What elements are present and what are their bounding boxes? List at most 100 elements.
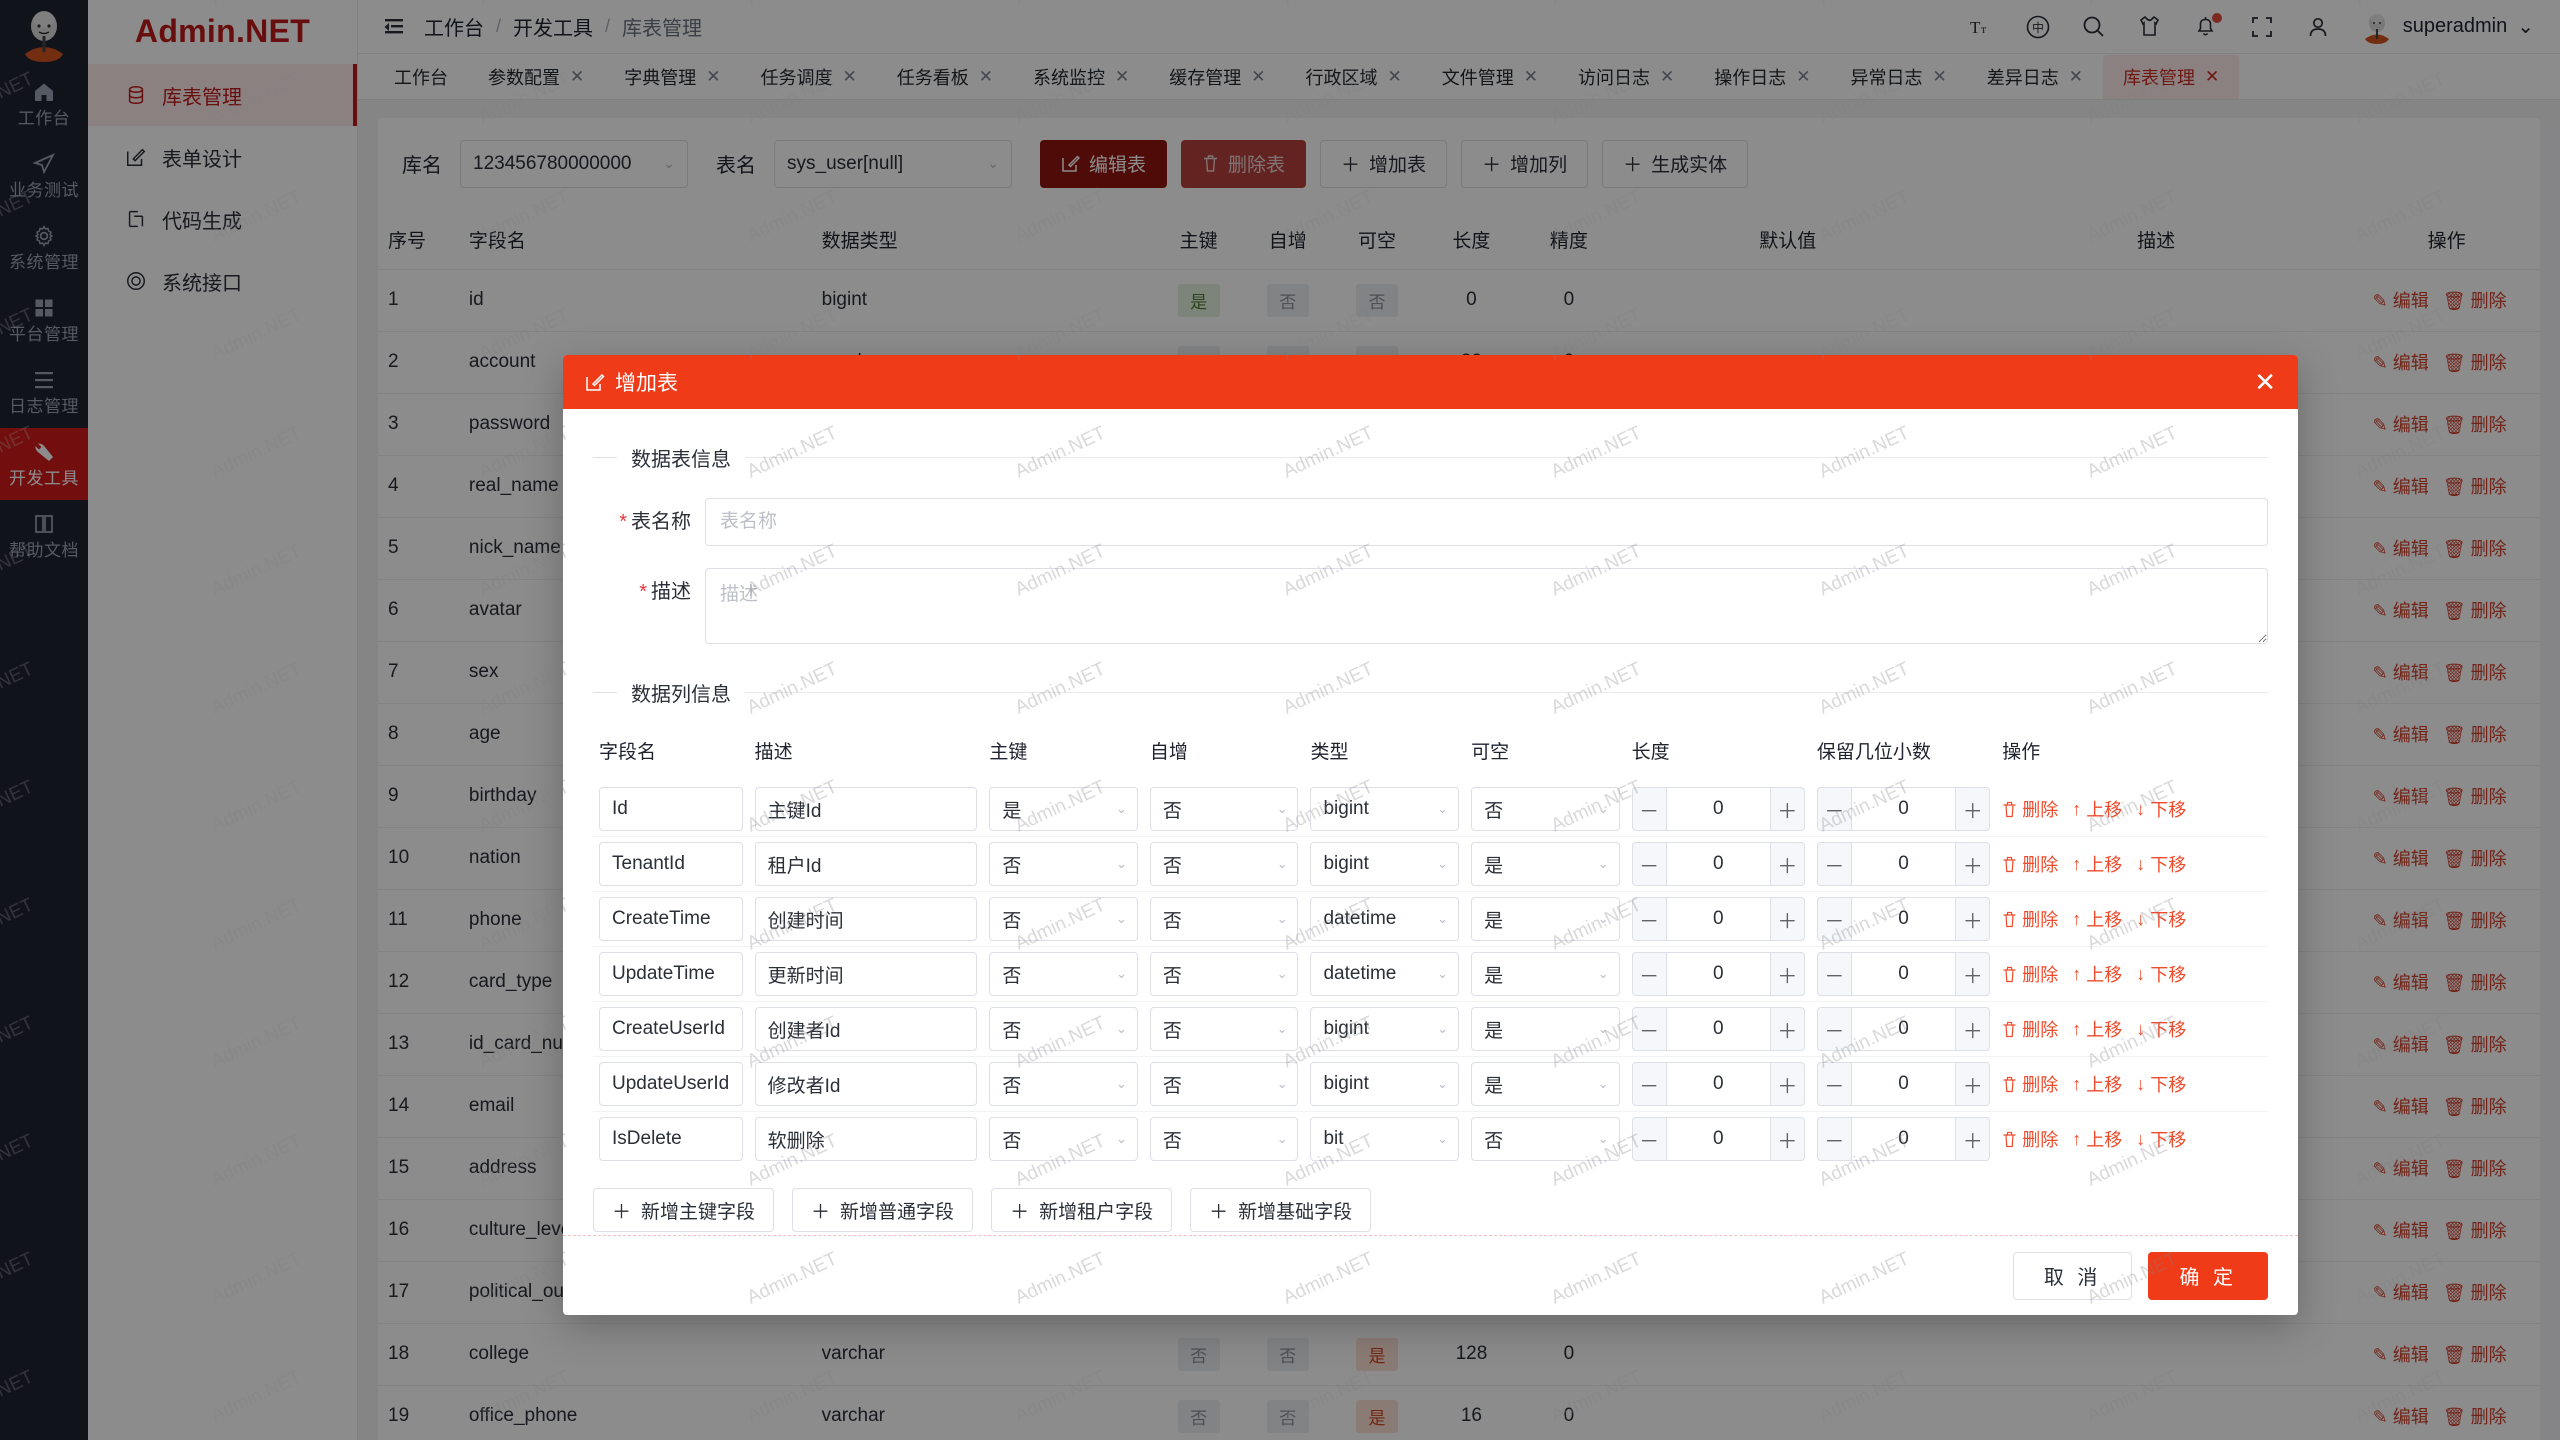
length-decrement-button[interactable]: －: [1631, 952, 1666, 996]
field-name-input[interactable]: [599, 1062, 743, 1106]
row-edit-button[interactable]: ✎ 编辑: [2372, 353, 2429, 374]
nullable-select[interactable]: 是 ⌄: [1471, 842, 1620, 886]
rail-item-2[interactable]: 业务测试: [0, 140, 88, 212]
length-decrement-button[interactable]: －: [1631, 897, 1666, 941]
breadcrumb-item-1[interactable]: 工作台: [424, 18, 484, 41]
length-increment-button[interactable]: ＋: [1770, 787, 1805, 831]
row-delete-button[interactable]: 删除: [2002, 1071, 2058, 1097]
rail-item-5[interactable]: 日志管理: [0, 356, 88, 428]
add-field-button-4[interactable]: ＋ 新增基础字段: [1190, 1188, 1372, 1232]
length-increment-button[interactable]: ＋: [1770, 1062, 1805, 1106]
row-delete-button[interactable]: 🗑 删除: [2442, 1221, 2507, 1242]
tab-8[interactable]: 行政区域 ✕: [1286, 55, 1422, 99]
row-delete-button[interactable]: 删除: [2002, 906, 2058, 932]
data-type-select[interactable]: datetime ⌄: [1310, 952, 1460, 996]
row-edit-button[interactable]: ✎ 编辑: [2372, 973, 2429, 994]
tab-7[interactable]: 缓存管理 ✕: [1149, 55, 1285, 99]
row-move-down-button[interactable]: ↓ 下移: [2136, 798, 2187, 821]
breadcrumb-item-2[interactable]: 开发工具: [513, 18, 594, 41]
field-name-input[interactable]: [599, 842, 743, 886]
scale-value[interactable]: 0: [1850, 1062, 1957, 1106]
length-increment-button[interactable]: ＋: [1770, 897, 1805, 941]
auto-increment-select[interactable]: 否 ⌄: [1149, 842, 1299, 886]
primary-key-select[interactable]: 否 ⌄: [989, 842, 1138, 886]
row-move-down-button[interactable]: ↓ 下移: [2136, 1128, 2187, 1151]
tab-close-icon[interactable]: ✕: [570, 66, 585, 86]
length-value[interactable]: 0: [1665, 787, 1771, 831]
tab-close-icon[interactable]: ✕: [1387, 66, 1402, 86]
auto-increment-select[interactable]: 否 ⌄: [1149, 1007, 1299, 1051]
row-edit-button[interactable]: ✎ 编辑: [2372, 1407, 2429, 1428]
tab-close-icon[interactable]: ✕: [842, 66, 857, 86]
table-name-input[interactable]: [705, 498, 2268, 546]
scale-increment-button[interactable]: ＋: [1956, 1007, 1991, 1051]
scale-decrement-button[interactable]: －: [1816, 1007, 1851, 1051]
tab-5[interactable]: 任务看板 ✕: [877, 55, 1013, 99]
length-value[interactable]: 0: [1665, 1007, 1771, 1051]
sidebar-item-2[interactable]: 表单设计: [88, 126, 357, 188]
fullscreen-icon[interactable]: [2249, 14, 2275, 40]
scale-value[interactable]: 0: [1850, 1007, 1957, 1051]
scale-decrement-button[interactable]: －: [1816, 1117, 1851, 1161]
length-stepper[interactable]: － 0 ＋: [1631, 842, 1805, 886]
row-delete-button[interactable]: 🗑 删除: [2442, 291, 2507, 312]
tab-13[interactable]: 差异日志 ✕: [1967, 55, 2103, 99]
row-edit-button[interactable]: ✎ 编辑: [2372, 1097, 2429, 1118]
length-decrement-button[interactable]: －: [1631, 1062, 1666, 1106]
theme-shirt-icon[interactable]: [2137, 14, 2163, 40]
row-move-up-button[interactable]: ↑ 上移: [2072, 1018, 2123, 1041]
scale-value[interactable]: 0: [1850, 897, 1957, 941]
notification-bell-icon[interactable]: [2193, 12, 2222, 40]
row-delete-button[interactable]: 🗑 删除: [2442, 1283, 2507, 1304]
tab-close-icon[interactable]: ✕: [2205, 66, 2220, 86]
auto-increment-select[interactable]: 否 ⌄: [1149, 952, 1299, 996]
row-delete-button[interactable]: 🗑 删除: [2442, 539, 2507, 560]
scale-decrement-button[interactable]: －: [1816, 842, 1851, 886]
scale-increment-button[interactable]: ＋: [1956, 897, 1991, 941]
db-select[interactable]: 123456780000000 ⌄: [460, 139, 688, 188]
delete-table-button[interactable]: 删除表: [1181, 139, 1307, 188]
length-decrement-button[interactable]: －: [1631, 787, 1666, 831]
row-delete-button[interactable]: 删除: [2002, 796, 2058, 822]
tab-close-icon[interactable]: ✕: [1796, 66, 1811, 86]
row-delete-button[interactable]: 删除: [2002, 851, 2058, 877]
row-edit-button[interactable]: ✎ 编辑: [2372, 911, 2429, 932]
data-type-select[interactable]: bigint ⌄: [1310, 1062, 1460, 1106]
scale-stepper[interactable]: － 0 ＋: [1816, 1007, 1991, 1051]
row-edit-button[interactable]: ✎ 编辑: [2372, 1159, 2429, 1180]
row-move-up-button[interactable]: ↑ 上移: [2072, 853, 2123, 876]
primary-key-select[interactable]: 否 ⌄: [989, 1062, 1138, 1106]
edit-table-button[interactable]: 编辑表: [1040, 139, 1168, 188]
rail-item-3[interactable]: 系统管理: [0, 212, 88, 284]
row-edit-button[interactable]: ✎ 编辑: [2372, 477, 2429, 498]
data-type-select[interactable]: bigint ⌄: [1310, 842, 1460, 886]
row-move-down-button[interactable]: ↓ 下移: [2136, 853, 2187, 876]
nullable-select[interactable]: 否 ⌄: [1471, 787, 1620, 831]
font-size-icon[interactable]: T т: [1969, 14, 1995, 40]
generate-entity-button[interactable]: ＋ 生成实体: [1602, 139, 1749, 188]
length-stepper[interactable]: － 0 ＋: [1631, 1007, 1805, 1051]
scale-increment-button[interactable]: ＋: [1956, 1117, 1991, 1161]
tab-2[interactable]: 参数配置 ✕: [468, 55, 604, 99]
tab-close-icon[interactable]: ✕: [1660, 66, 1675, 86]
length-value[interactable]: 0: [1665, 1062, 1771, 1106]
row-delete-button[interactable]: 🗑 删除: [2442, 911, 2507, 932]
row-delete-button[interactable]: 🗑 删除: [2442, 1159, 2507, 1180]
rail-item-7[interactable]: 帮助文档: [0, 500, 88, 572]
length-stepper[interactable]: － 0 ＋: [1631, 897, 1805, 941]
confirm-button[interactable]: 确 定: [2148, 1251, 2268, 1300]
collapse-menu-icon[interactable]: [380, 14, 406, 40]
row-delete-button[interactable]: 🗑 删除: [2442, 1407, 2507, 1428]
auto-increment-select[interactable]: 否 ⌄: [1149, 897, 1299, 941]
sidebar-item-4[interactable]: 系统接口: [88, 250, 357, 312]
field-desc-input[interactable]: [754, 897, 978, 941]
tab-close-icon[interactable]: ✕: [2068, 66, 2083, 86]
row-edit-button[interactable]: ✎ 编辑: [2372, 415, 2429, 436]
tab-close-icon[interactable]: ✕: [706, 66, 721, 86]
field-name-input[interactable]: [599, 1117, 743, 1161]
close-icon[interactable]: ✕: [2254, 367, 2276, 397]
row-delete-button[interactable]: 🗑 删除: [2442, 787, 2507, 808]
length-stepper[interactable]: － 0 ＋: [1631, 1117, 1805, 1161]
sidebar-item-3[interactable]: 代码生成: [88, 188, 357, 250]
row-delete-button[interactable]: 🗑 删除: [2442, 849, 2507, 870]
